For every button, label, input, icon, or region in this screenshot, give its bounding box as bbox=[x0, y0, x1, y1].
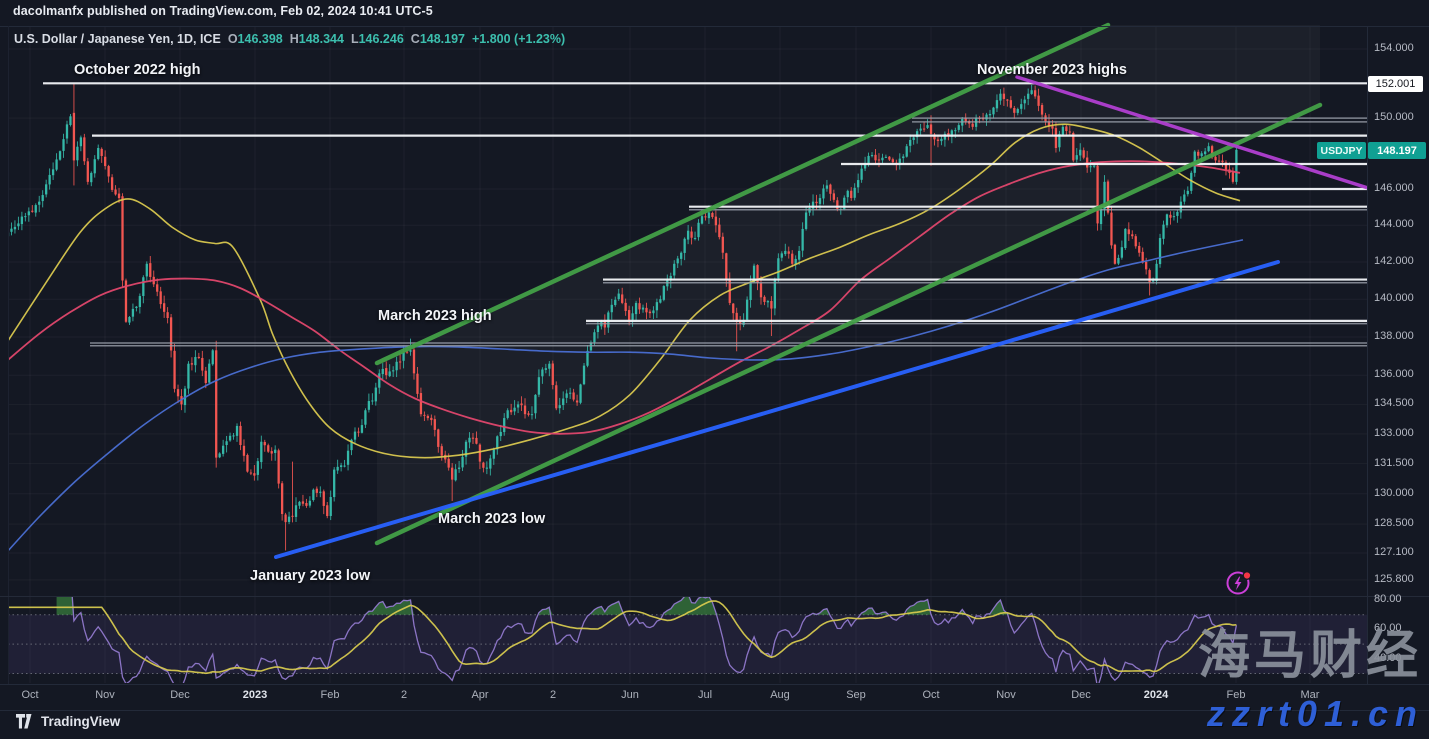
price-tick-label: 128.500 bbox=[1374, 517, 1414, 530]
rsi-tick-label: 40.00 bbox=[1374, 651, 1402, 664]
footer-brand[interactable]: TradingView bbox=[16, 714, 120, 729]
annotation-march-2023-high[interactable]: March 2023 high bbox=[378, 308, 492, 324]
price-tick-label: 144.000 bbox=[1374, 218, 1414, 231]
symbol-title[interactable]: U.S. Dollar / Japanese Yen, 1D, ICE bbox=[14, 32, 221, 46]
attribution-text: dacolmanfx published on TradingView.com,… bbox=[13, 4, 433, 18]
watermark-url: zzrt01.cn bbox=[1206, 693, 1424, 734]
last-price-label: 148.197 bbox=[1368, 142, 1426, 159]
annotation-november-2023-highs[interactable]: November 2023 highs bbox=[977, 62, 1127, 78]
price-tick-label: 138.000 bbox=[1374, 329, 1414, 342]
watermark-cjk: 海马财经 bbox=[1197, 627, 1422, 685]
channel-lower-trendline[interactable] bbox=[374, 102, 1323, 546]
time-tick-label: Nov bbox=[996, 689, 1016, 701]
time-tick-label: 2 bbox=[549, 689, 557, 701]
time-tick-label: Feb bbox=[1226, 689, 1246, 701]
price-tick-label: 133.000 bbox=[1374, 426, 1414, 439]
time-tick-label: Oct bbox=[922, 689, 940, 701]
moving-averages bbox=[8, 123, 1244, 552]
time-tick-label: Dec bbox=[170, 689, 190, 701]
symbol-legend: U.S. Dollar / Japanese Yen, 1D, ICE O146.… bbox=[14, 32, 565, 46]
price-tick-label: 136.000 bbox=[1374, 368, 1414, 381]
flash-ideas-icon[interactable] bbox=[1224, 568, 1256, 600]
time-tick-label: Nov bbox=[95, 689, 115, 701]
change-value: +1.800 (+1.23%) bbox=[472, 32, 566, 46]
ma-slow-blue bbox=[8, 239, 1244, 552]
flash-circle bbox=[1226, 571, 1250, 595]
price-tick-label: 146.000 bbox=[1374, 182, 1414, 195]
trendlines[interactable] bbox=[274, 22, 1368, 559]
pane-left-border bbox=[8, 26, 9, 684]
time-tick-label: Dec bbox=[1071, 689, 1091, 701]
support-trendline[interactable] bbox=[274, 260, 1280, 559]
ohlc-field-value: 148.197 bbox=[419, 32, 465, 46]
rsi-pane bbox=[8, 597, 1367, 683]
level-price-label: 152.001 bbox=[1368, 76, 1423, 92]
tradingview-logo bbox=[16, 714, 32, 729]
ma-mid-pink bbox=[8, 160, 1241, 435]
time-tick-label: Aug bbox=[770, 689, 790, 701]
lightning-bolt-icon bbox=[1234, 576, 1242, 591]
annotation-january-2023-low[interactable]: January 2023 low bbox=[250, 568, 371, 584]
price-tick-label: 134.500 bbox=[1374, 397, 1414, 410]
price-tick-label: 130.000 bbox=[1374, 486, 1414, 499]
ohlc-field-value: 146.398 bbox=[237, 32, 283, 46]
price-tick-label: 142.000 bbox=[1374, 254, 1414, 267]
time-tick-label: 2024 bbox=[1143, 689, 1169, 701]
annotation-march-2023-low[interactable]: March 2023 low bbox=[438, 511, 546, 527]
ohlc-field-label: L bbox=[350, 32, 359, 46]
footer-brand-label: TradingView bbox=[41, 714, 121, 729]
ohlc-field-label: O bbox=[227, 32, 238, 46]
time-tick-label: 2023 bbox=[242, 689, 268, 701]
price-tick-label: 154.000 bbox=[1374, 41, 1414, 54]
footer-divider bbox=[0, 710, 1429, 711]
channel-fill bbox=[377, 25, 1320, 543]
ohlc-field-label: H bbox=[289, 32, 299, 46]
symbol-price-tag: USDJPY bbox=[1317, 142, 1366, 159]
price-tick-label: 150.000 bbox=[1374, 111, 1414, 124]
header-divider bbox=[0, 26, 1429, 27]
time-tick-label: Jul bbox=[697, 689, 713, 701]
price-tick-label: 140.000 bbox=[1374, 292, 1414, 305]
price-axis-divider bbox=[1367, 26, 1368, 684]
time-tick-label: Feb bbox=[320, 689, 340, 701]
annotation-october-2022-high[interactable]: October 2022 high bbox=[74, 62, 201, 78]
rsi-tick-label: 60.00 bbox=[1374, 622, 1402, 635]
ohlc-field-label: C bbox=[410, 32, 420, 46]
ma-fast-yellow bbox=[8, 123, 1241, 459]
time-axis-divider bbox=[0, 684, 1429, 685]
notification-dot bbox=[1242, 571, 1252, 580]
channel-upper-trendline[interactable] bbox=[374, 22, 1111, 366]
time-tick-label: Sep bbox=[846, 689, 866, 701]
ohlc-field-value: 146.246 bbox=[358, 32, 404, 46]
time-tick-label: 2 bbox=[400, 689, 408, 701]
time-tick-label: Mar bbox=[1300, 689, 1320, 701]
time-tick-label: Oct bbox=[21, 689, 39, 701]
attribution-bar: dacolmanfx published on TradingView.com,… bbox=[13, 4, 433, 18]
rsi-tick-label: 80.00 bbox=[1374, 593, 1402, 605]
price-tick-label: 127.100 bbox=[1374, 545, 1414, 558]
time-tick-label: Apr bbox=[471, 689, 489, 701]
price-tick-label: 131.500 bbox=[1374, 456, 1414, 469]
ohlc-field-value: 148.344 bbox=[298, 32, 344, 46]
price-tick-label: 125.800 bbox=[1374, 572, 1414, 585]
time-tick-label: Jun bbox=[621, 689, 639, 701]
horizontal-levels[interactable] bbox=[43, 82, 1367, 347]
pane-divider bbox=[0, 596, 1429, 597]
resistance-trendline[interactable] bbox=[1015, 75, 1368, 190]
